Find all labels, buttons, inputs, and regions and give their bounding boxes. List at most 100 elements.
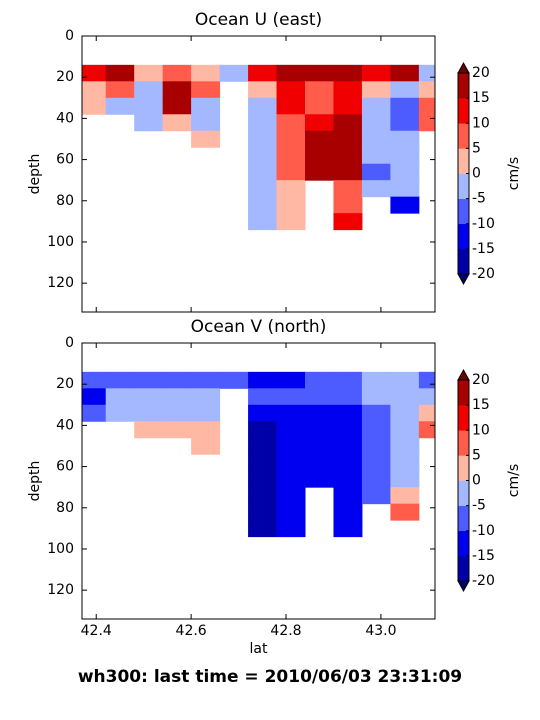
- contour-cell: [105, 371, 135, 389]
- contour-cell: [248, 97, 278, 115]
- contour-cell: [82, 97, 107, 115]
- contour-cell: [390, 180, 420, 198]
- contour-cell: [276, 437, 306, 455]
- contour-cell: [390, 437, 420, 455]
- contour-cell: [134, 371, 164, 389]
- contour-cell: [304, 421, 334, 439]
- contour-cell: [390, 503, 420, 521]
- contour-cell: [134, 421, 164, 439]
- colorbar-band: [458, 148, 469, 174]
- contour-cell: [361, 64, 391, 82]
- contour-cell: [304, 470, 334, 488]
- contour-cell: [248, 180, 278, 198]
- contour-cell: [418, 97, 435, 115]
- contour-cell: [333, 454, 363, 472]
- contour-cell: [105, 64, 135, 82]
- contour-cell: [162, 114, 192, 132]
- contour-cell: [276, 454, 306, 472]
- contour-cell: [248, 130, 278, 148]
- contour-cell: [390, 404, 420, 422]
- contour-cell: [162, 64, 192, 82]
- contour-cell: [304, 64, 334, 82]
- colorbar-band: [458, 223, 469, 250]
- contour-cell: [191, 421, 221, 439]
- contour-cell: [276, 213, 306, 231]
- colorbar-band: [458, 555, 469, 582]
- contour-cell: [390, 470, 420, 488]
- colorbar-band: [458, 530, 469, 557]
- colorbar-tick-label: -5: [472, 498, 486, 514]
- contour-cell: [361, 371, 391, 389]
- contour-cell: [418, 421, 435, 439]
- contour-cell: [390, 147, 420, 165]
- contour-cell: [276, 388, 306, 406]
- contour-cell: [304, 371, 334, 389]
- axes-frame: [81, 35, 436, 313]
- contour-cell: [134, 404, 164, 422]
- contour-cell: [304, 81, 334, 99]
- y-tick-label: 0: [65, 28, 74, 44]
- contour-cell: [390, 130, 420, 148]
- y-tick-label: 60: [56, 152, 74, 168]
- contour-cell: [248, 520, 278, 538]
- contour-cell: [191, 388, 221, 406]
- colorbar-band: [458, 405, 469, 431]
- contour-cell: [248, 163, 278, 181]
- contour-cell: [276, 180, 306, 198]
- contour-cell: [361, 97, 391, 115]
- contour-cell: [191, 437, 221, 455]
- contour-cell: [304, 404, 334, 422]
- colorbar-tick-label: -5: [472, 191, 486, 207]
- contour-cell: [276, 114, 306, 132]
- colorbar-tick-label: 15: [472, 90, 490, 106]
- contour-cell: [276, 470, 306, 488]
- contour-cell: [361, 81, 391, 99]
- colorbar-tick-label: 5: [472, 140, 481, 156]
- contour-cell: [418, 114, 435, 132]
- contour-cell: [248, 437, 278, 455]
- contour-cell: [134, 64, 164, 82]
- contour-cell: [361, 388, 391, 406]
- y-tick-label: 80: [56, 193, 74, 209]
- contour-cell: [333, 388, 363, 406]
- colorbar-tick-label: 0: [472, 166, 481, 182]
- contour-cell: [248, 454, 278, 472]
- y-axis-label: depth: [27, 154, 43, 195]
- contour-cell: [248, 371, 278, 389]
- contour-cell: [333, 503, 363, 521]
- axes-frame: [81, 342, 436, 620]
- axes-title: Ocean U (east): [195, 10, 322, 30]
- contour-cell: [333, 81, 363, 99]
- contour-cell: [333, 487, 363, 505]
- colorbar-band: [458, 73, 469, 99]
- contour-cell: [333, 437, 363, 455]
- y-tick-label: 120: [47, 275, 74, 291]
- contour-cell: [418, 371, 435, 389]
- contour-cell: [361, 470, 391, 488]
- colorbar-over: [457, 368, 470, 381]
- colorbar-over: [457, 61, 470, 74]
- contour-cell: [333, 371, 363, 389]
- contour-cell: [390, 64, 420, 82]
- contour-cell: [248, 114, 278, 132]
- y-tick-label: 20: [56, 376, 74, 392]
- contour-cell: [248, 147, 278, 165]
- y-tick-label: 20: [56, 69, 74, 85]
- contour-cell: [361, 163, 391, 181]
- contour-cell: [162, 421, 192, 439]
- contour-cell: [248, 213, 278, 231]
- contour-cell: [361, 487, 391, 505]
- colorbar-under: [457, 580, 470, 593]
- contour-cell: [361, 180, 391, 198]
- contour-cell: [248, 404, 278, 422]
- contour-cell: [162, 97, 192, 115]
- x-tick-label: 42.4: [81, 623, 112, 639]
- contour-cell: [276, 130, 306, 148]
- contour-cell: [162, 81, 192, 99]
- contour-cell: [162, 371, 192, 389]
- contour-cell: [333, 421, 363, 439]
- contour-cell: [333, 64, 363, 82]
- contour-cell: [82, 81, 107, 99]
- colorbar-tick-label: -20: [472, 266, 495, 282]
